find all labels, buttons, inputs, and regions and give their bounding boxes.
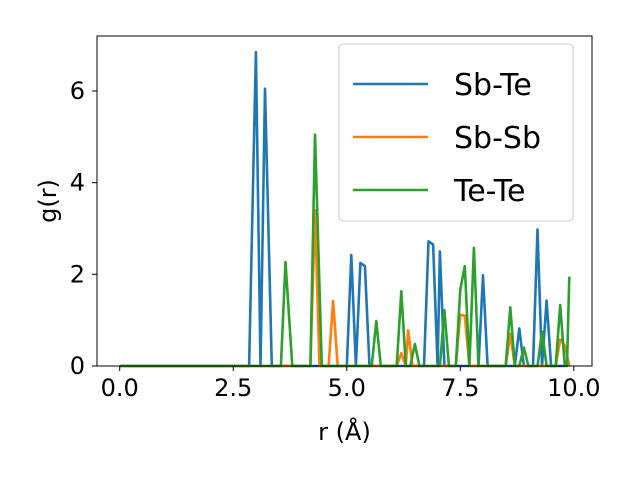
x-axis-ticks: 0.0 2.5 5.0 7.5 10.0 bbox=[101, 366, 601, 402]
legend-box bbox=[338, 43, 574, 222]
y-axis-label: g(r) bbox=[34, 179, 62, 223]
legend-label-sb-te: Sb-Te bbox=[454, 68, 532, 103]
y-tick-label: 0 bbox=[70, 352, 85, 380]
x-tick-label: 2.5 bbox=[214, 374, 252, 402]
x-tick-label: 7.5 bbox=[441, 374, 479, 402]
legend-label-te-te: Te-Te bbox=[453, 174, 525, 209]
series-line-sb-te bbox=[119, 50, 565, 368]
plot-frame bbox=[96, 35, 593, 367]
x-tick-label: 10.0 bbox=[547, 374, 600, 402]
legend-label-sb-sb: Sb-Sb bbox=[454, 121, 541, 156]
x-axis-label: r (Å) bbox=[318, 417, 371, 446]
series-line-sb-sb bbox=[119, 208, 571, 368]
y-tick-label: 6 bbox=[70, 77, 85, 105]
y-tick-label: 2 bbox=[70, 260, 85, 288]
legend: Sb-Te Sb-Sb Te-Te bbox=[338, 43, 574, 222]
x-tick-label: 0.0 bbox=[101, 374, 139, 402]
x-tick-label: 5.0 bbox=[328, 374, 366, 402]
y-axis-ticks: 0 2 4 6 bbox=[70, 77, 97, 380]
y-tick-label: 4 bbox=[70, 169, 85, 197]
